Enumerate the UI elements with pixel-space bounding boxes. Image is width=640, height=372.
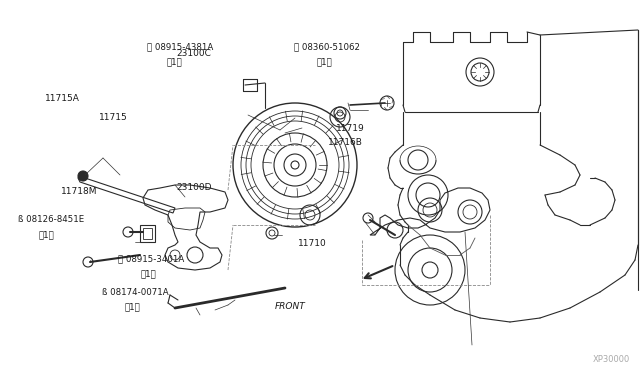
Text: 11715: 11715 (99, 113, 128, 122)
Text: （1）: （1） (125, 302, 141, 311)
Text: Ⓢ 08360-51062: Ⓢ 08360-51062 (294, 42, 360, 51)
Text: 23100C: 23100C (176, 49, 211, 58)
Text: （1）: （1） (38, 230, 54, 239)
Circle shape (78, 171, 88, 181)
Text: FRONT: FRONT (275, 302, 306, 311)
Text: ß 08126-8451E: ß 08126-8451E (18, 215, 84, 224)
Text: 11716B: 11716B (328, 138, 362, 147)
Text: 11718M: 11718M (61, 187, 97, 196)
Text: （1）: （1） (317, 57, 333, 66)
Text: XP30000: XP30000 (593, 356, 630, 365)
Text: Ⓗ 08915-4381A: Ⓗ 08915-4381A (147, 42, 214, 51)
Text: Ⓗ 08915-3401A: Ⓗ 08915-3401A (118, 254, 185, 263)
Text: 11719: 11719 (336, 124, 365, 133)
Text: 23100D: 23100D (176, 183, 211, 192)
Text: ß 08174-0071A: ß 08174-0071A (102, 288, 169, 296)
Text: 11715A: 11715A (45, 94, 79, 103)
Text: 11710: 11710 (298, 239, 326, 248)
Text: （1）: （1） (166, 57, 182, 66)
Text: （1）: （1） (141, 269, 157, 278)
